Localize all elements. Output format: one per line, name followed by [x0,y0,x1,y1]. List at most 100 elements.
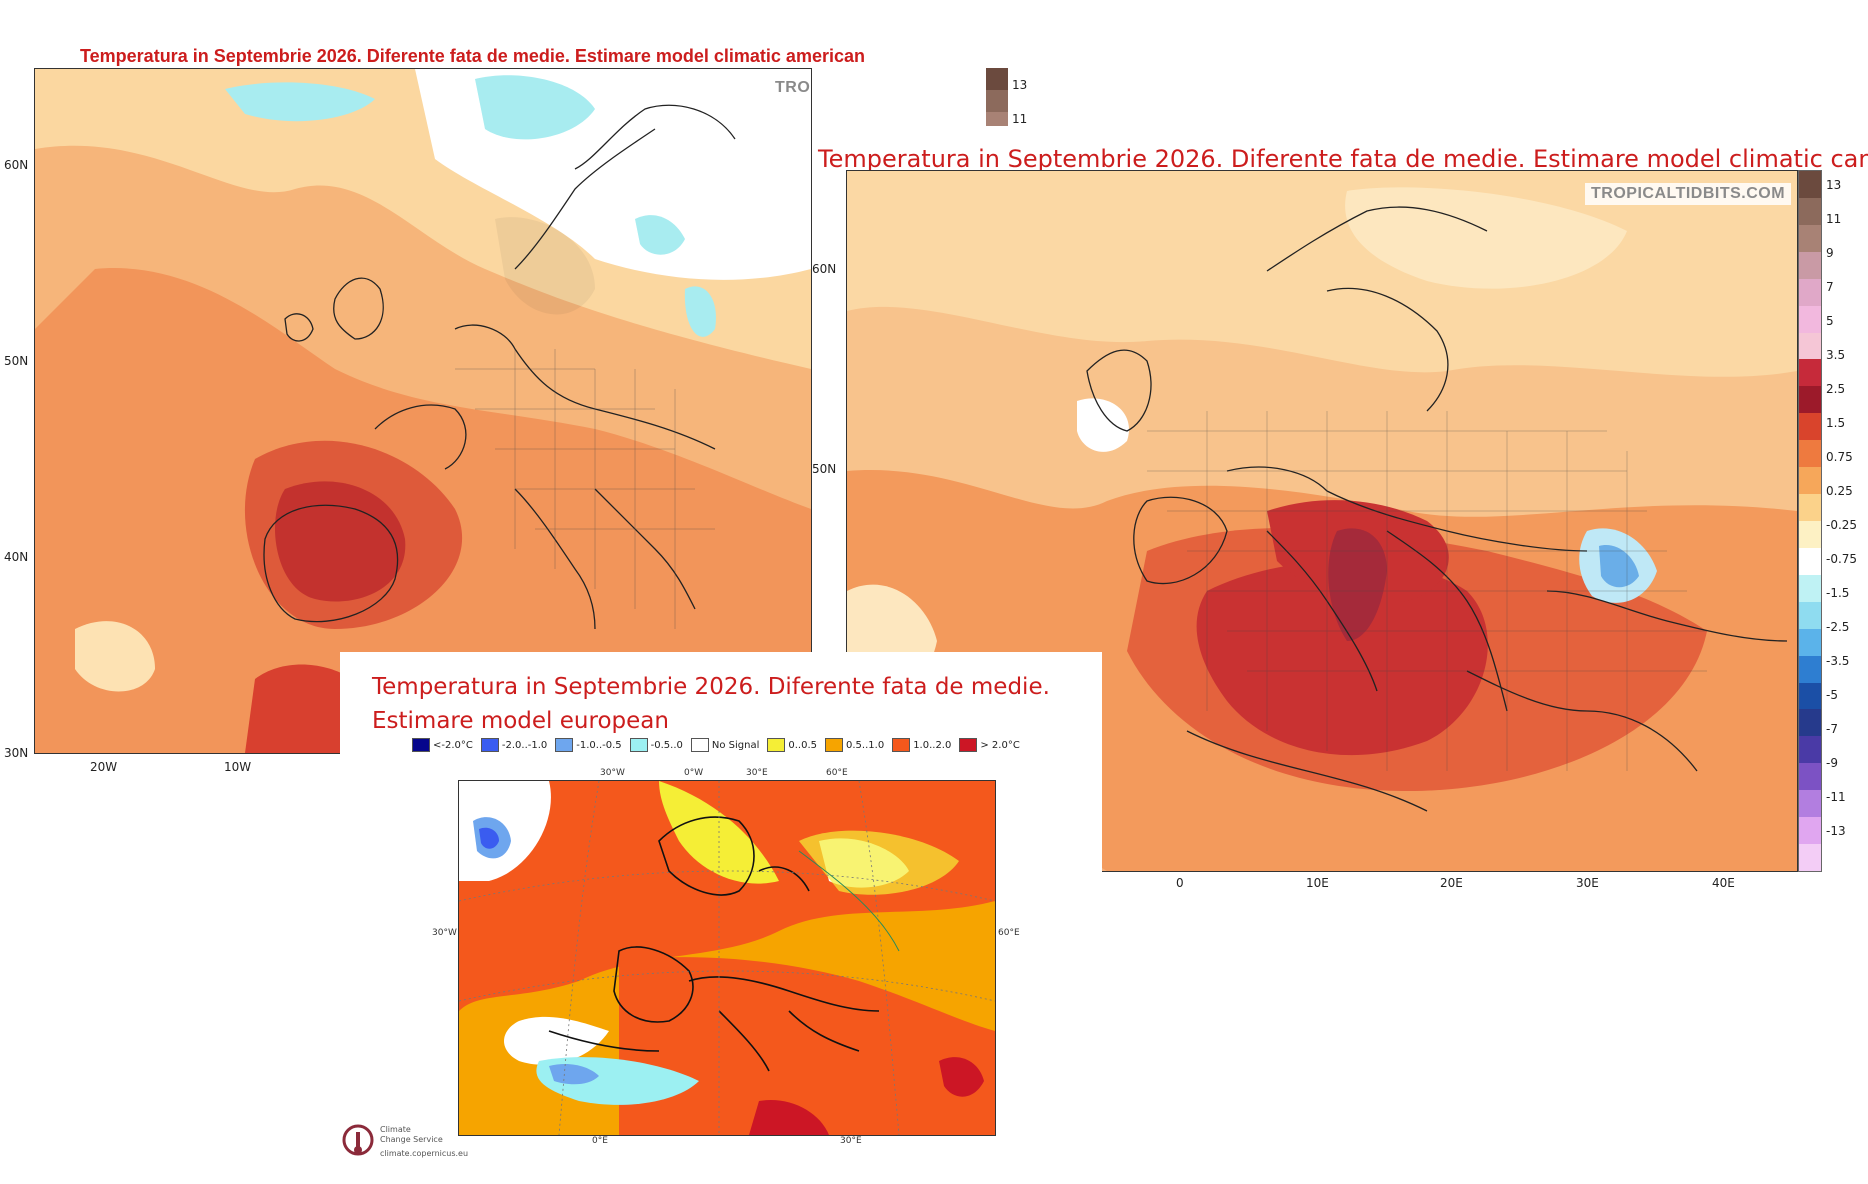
european-legend-item: > 2.0°C [959,738,1020,752]
canadian-colorbar-label: 3.5 [1826,348,1846,362]
legend-swatch [555,738,574,752]
european-legend-item: -1.0..-0.5 [555,738,622,752]
american-temperature-map: TROPICALTIDBITS.COM [34,68,812,754]
canadian-colorbar-label: 9 [1826,246,1834,260]
canadian-colorbar-label: 0.25 [1826,484,1853,498]
european-grid-label-top-30w: 30°W [600,768,625,778]
canadian-colorbar-label: -11 [1826,790,1846,804]
legend-label: No Signal [711,739,760,751]
canadian-colorbar-segment [1799,817,1821,845]
canadian-colorbar-segment [1799,224,1821,252]
american-colorbar-label-13: 13 [1012,78,1028,92]
canadian-colorbar-segment [1799,844,1821,871]
european-grid-label-top-60e: 60°E [826,768,848,778]
american-lon-10w: 10W [224,760,252,774]
legend-swatch [690,738,709,752]
logo-text-line2: Change Service [380,1135,443,1144]
canadian-colorbar-segment [1799,332,1821,360]
european-legend-item: No Signal [690,738,760,752]
american-colorbar [986,68,1008,126]
canadian-colorbar-label: -13 [1826,824,1846,838]
canadian-colorbar-segment [1799,547,1821,575]
american-lat-40n: 40N [4,550,29,564]
canadian-lat-50n: 50N [812,462,837,476]
logo-url-text: climate.copernicus.eu [380,1149,469,1158]
european-title-line1: Temperatura in Septembrie 2026. Diferent… [372,674,1050,700]
european-grid-label-top-30e: 30°E [746,768,768,778]
canadian-map-title: Temperatura in Septembrie 2026. Diferent… [818,145,1868,173]
canadian-colorbar-label: 0.75 [1826,450,1853,464]
canadian-colorbar-segment [1799,790,1821,818]
american-lat-60n: 60N [4,158,29,172]
legend-label: 0.5..1.0 [846,739,885,751]
canadian-colorbar-label: -0.25 [1826,518,1858,532]
canadian-colorbar-segment [1799,601,1821,629]
logo-text-line1: Climate [380,1125,411,1134]
european-title-line2: Estimare model european [372,708,669,734]
thermometer-logo-icon [342,1124,374,1156]
canadian-colorbar-segment [1799,709,1821,737]
canadian-colorbar-segment [1799,171,1821,198]
american-lat-30n: 30N [4,746,29,760]
canadian-colorbar-segment [1799,520,1821,548]
canadian-colorbar-label: 11 [1826,212,1842,226]
european-grid-label-right-60e: 60°E [998,928,1020,938]
legend-swatch [629,738,648,752]
legend-swatch [959,738,978,752]
canadian-watermark: TROPICALTIDBITS.COM [1585,183,1792,205]
canadian-lon-20e: 20E [1440,876,1463,890]
legend-label: 1.0..2.0 [913,739,952,751]
european-legend-item: 0..0.5 [767,738,817,752]
legend-label: -2.0..-1.0 [501,739,548,751]
european-legend-item: -2.0..-1.0 [480,738,548,752]
canadian-colorbar-label: -1.5 [1826,586,1850,600]
canadian-colorbar-label: -2.5 [1826,620,1850,634]
canadian-colorbar-label: 1.5 [1826,416,1846,430]
canadian-colorbar-segment [1799,494,1821,521]
legend-swatch [825,738,844,752]
canadian-colorbar-segment [1799,305,1821,333]
canadian-colorbar-label: 7 [1826,280,1834,294]
european-legend-item: -0.5..0 [629,738,683,752]
european-legend: <-2.0°C -2.0..-1.0 -1.0..-0.5 -0.5..0 No Sig… [412,738,1020,752]
canadian-colorbar-segment [1799,251,1821,279]
canadian-colorbar-segment [1799,278,1821,306]
canadian-colorbar-segment [1799,359,1821,387]
american-watermark: TROPICALTIDBITS.COM [769,77,811,99]
canadian-colorbar-segment [1799,682,1821,710]
canadian-colorbar-label: -0.75 [1826,552,1858,566]
canadian-colorbar [1798,170,1822,872]
canadian-colorbar-label: 13 [1826,178,1842,192]
canadian-lon-0: 0 [1176,876,1184,890]
canadian-colorbar-segment [1799,763,1821,791]
european-grid-label-top-0w: 0°W [684,768,704,778]
european-temperature-map [458,780,996,1136]
canadian-colorbar-label: -3.5 [1826,654,1850,668]
legend-label: -0.5..0 [650,739,683,751]
canadian-colorbar-segment [1799,574,1821,602]
canadian-colorbar-segment [1799,628,1821,656]
canadian-colorbar-label: -9 [1826,756,1838,770]
european-grid-label-left-30w: 30°W [432,928,457,938]
copernicus-climate-change-service-logo: Climate Change Service climate.copernicu… [342,1124,468,1160]
canadian-colorbar-segment [1799,467,1821,495]
canadian-colorbar-segment [1799,413,1821,441]
canadian-colorbar-segment [1799,736,1821,764]
american-lon-20w: 20W [90,760,118,774]
legend-swatch [892,738,911,752]
canadian-lon-30e: 30E [1576,876,1599,890]
european-legend-item: 0.5..1.0 [825,738,884,752]
legend-label: <-2.0°C [433,739,473,751]
canadian-colorbar-segment [1799,440,1821,468]
american-colorbar-label-11: 11 [1012,112,1028,126]
canadian-colorbar-label: 2.5 [1826,382,1846,396]
canadian-lon-40e: 40E [1712,876,1735,890]
european-legend-item: 1.0..2.0 [892,738,951,752]
american-lat-50n: 50N [4,354,29,368]
canadian-lon-10e: 10E [1306,876,1329,890]
canadian-colorbar-segment [1799,386,1821,414]
canadian-colorbar-label: 5 [1826,314,1834,328]
canadian-lat-60n: 60N [812,262,837,276]
legend-swatch [767,738,786,752]
canadian-colorbar-segment [1799,655,1821,683]
